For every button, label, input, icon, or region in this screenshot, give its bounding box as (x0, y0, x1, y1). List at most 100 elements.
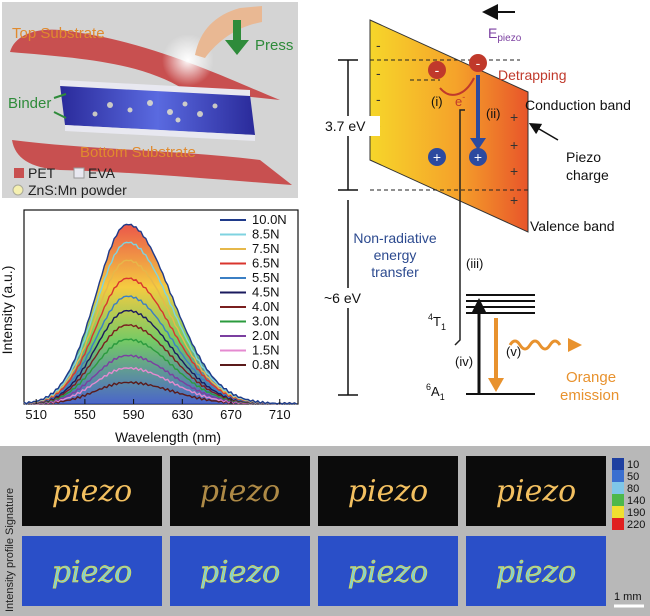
signature-text: piezo (348, 474, 428, 509)
binder-arrow-icon-2 (53, 111, 67, 119)
finger-icon (195, 6, 262, 58)
electron-label: e- (455, 92, 465, 109)
spectrum-fill (24, 224, 298, 404)
step-iv-label: (iv) (455, 354, 473, 369)
x-tick-label: 590 (123, 407, 145, 422)
legend-pet: PET (28, 165, 56, 181)
colorbar-segment (612, 470, 624, 482)
band-region (369, 19, 529, 233)
valence-band-label: Valence band (530, 218, 615, 234)
colorbar-tick-label: 140 (627, 495, 645, 507)
energy-transfer-line (454, 109, 465, 346)
step-iii-label: (iii) (466, 256, 483, 271)
colorbar-tick-label: 10 (627, 459, 639, 471)
colorbar-segment (612, 458, 624, 470)
legend-znsmn: ZnS:Mn powder (28, 182, 127, 198)
znsmn-particles (92, 100, 218, 123)
step-v-label: (v) (506, 344, 521, 359)
svg-text:-: - (376, 91, 381, 107)
legend-label-0.8N: 0.8N (252, 357, 279, 372)
eva-bottom (65, 125, 255, 141)
top-substrate-label: Top Substrate (12, 25, 105, 42)
non-radiative-label-2: energy (374, 247, 417, 263)
electron-sign-1: - (435, 62, 440, 78)
electron-sign-2: - (476, 55, 481, 71)
legend-label-2.0N: 2.0N (252, 328, 279, 343)
a1-label: 6A1 (426, 382, 445, 402)
colorbar-segment (612, 482, 624, 494)
hole-icon-2 (469, 148, 487, 166)
eva-top (60, 80, 250, 96)
intensity-profile-text: piezo (348, 555, 428, 590)
intensity-profile-tile (170, 536, 310, 606)
intensity-profile-tile (22, 536, 162, 606)
legend-label-7.5N: 7.5N (252, 241, 279, 256)
signature-tile (318, 456, 458, 526)
x-tick-label: 550 (74, 407, 96, 422)
conduction-band-label: Conduction band (525, 97, 631, 113)
y-axis-label: Intensity (a.u.) (0, 266, 15, 355)
intensity-profile-text: piezo (496, 555, 576, 590)
piezo-charge-label-2: charge (566, 167, 609, 183)
legend-label-6.5N: 6.5N (252, 256, 279, 271)
step-i-label: (i) (431, 94, 443, 109)
six-ev-label: ~6 eV (324, 290, 362, 306)
pet-swatch (14, 168, 24, 178)
svg-text:+: + (510, 109, 518, 125)
binder-arrow-icon (53, 93, 67, 99)
panel-c-diagram: - - - - + + + + - - + + Epiezo Detrappin… (318, 4, 631, 404)
step-ii-label: (ii) (486, 106, 500, 121)
bottom-substrate-label: Bottom Substrate (80, 144, 196, 161)
svg-text:-: - (376, 65, 381, 81)
electron-icon-1 (428, 61, 446, 79)
bottom-substrate-shape (12, 140, 292, 185)
intensity-profile-tile (466, 536, 606, 606)
intensity-profile-text: piezo (52, 555, 132, 590)
chart-plot-area: 510 550 590 630 670 71010.0N8.5N7.5N6.5N5.5N4… (23, 209, 299, 422)
non-radiative-label-3: transfer (371, 264, 419, 280)
svg-text:+: + (510, 163, 518, 179)
signature-text: piezo (496, 474, 576, 509)
legend-label-4.0N: 4.0N (252, 299, 279, 314)
signature-tile (22, 456, 162, 526)
colorbar-tick-label: 190 (627, 507, 645, 519)
detrapping-label: Detrapping (498, 67, 567, 83)
colorbar-segment (612, 506, 624, 518)
x-tick-label: 630 (171, 407, 193, 422)
panel-a: Press Top Substrate Binder Bottom Substr… (2, 2, 298, 198)
legend-label-1.5N: 1.5N (252, 343, 279, 358)
press-arrow-icon (225, 20, 249, 55)
piezo-charge-label-1: Piezo (566, 149, 601, 165)
panel-d: Intensity profile Signature piezopiezopi… (0, 446, 650, 616)
detrapping-curve-icon (439, 77, 475, 96)
colorbar-segment (612, 494, 624, 506)
intensity-profile-tile (318, 536, 458, 606)
signature-tiles: piezo piezo piezo piezo piezo piezo piezo piezo (22, 456, 606, 606)
intensity-profile-text: piezo (200, 555, 280, 590)
legend-eva: EVA (88, 165, 116, 181)
x-tick-label: 710 (269, 407, 291, 422)
signature-tile (466, 456, 606, 526)
legend-label-8.5N: 8.5N (252, 227, 279, 242)
svg-text:+: + (510, 137, 518, 153)
epiezo-label: Epiezo (488, 25, 522, 44)
legend-label-5.5N: 5.5N (252, 270, 279, 285)
legend-label-4.5N: 4.5N (252, 285, 279, 300)
signature-text: piezo (200, 474, 280, 509)
hole-sign-2: + (474, 149, 482, 165)
eva-swatch (73, 167, 85, 179)
colorbar-tick-label: 220 (627, 519, 645, 531)
press-label: Press (255, 37, 293, 54)
panel-d-side-label: Intensity profile Signature (4, 488, 16, 612)
x-tick-label: 510 (25, 407, 47, 422)
svg-text:-: - (376, 37, 381, 53)
panel-b-chart: 510 550 590 630 670 71010.0N8.5N7.5N6.5N5.5N4… (0, 209, 299, 445)
signature-text: piezo (52, 474, 132, 509)
non-radiative-label-1: Non-radiative (353, 230, 436, 246)
top-substrate-shape (10, 29, 280, 100)
legend-label-10.0N: 10.0N (252, 212, 287, 227)
hole-icon-1 (428, 148, 446, 166)
legend-label-3.0N: 3.0N (252, 314, 279, 329)
